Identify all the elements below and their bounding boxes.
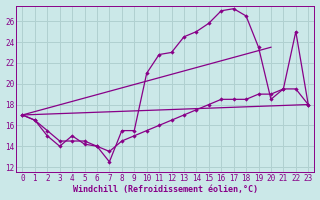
X-axis label: Windchill (Refroidissement éolien,°C): Windchill (Refroidissement éolien,°C)	[73, 185, 258, 194]
